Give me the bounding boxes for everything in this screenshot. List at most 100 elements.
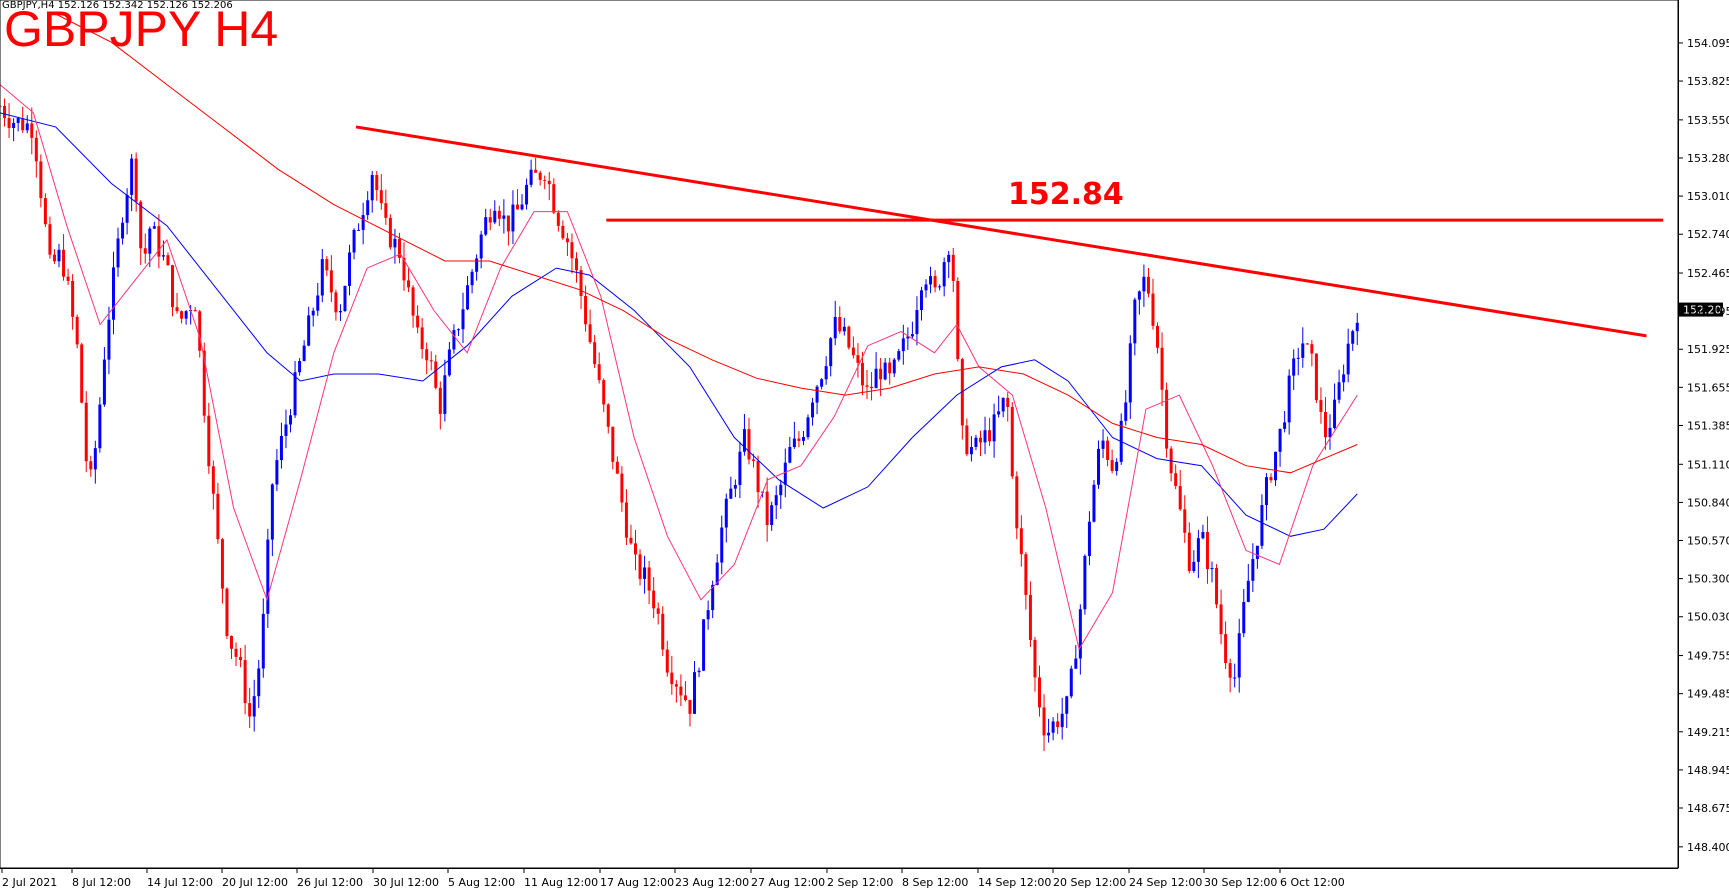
candle-body (402, 257, 406, 281)
candle-body (1319, 400, 1323, 412)
candle-body (1151, 293, 1155, 326)
candle-body (3, 105, 7, 119)
candle-body (1278, 428, 1282, 452)
candle-body (193, 309, 197, 312)
candle-body (420, 327, 424, 350)
candle-body (343, 285, 347, 312)
plot-frame (0, 0, 1679, 869)
candle-body (21, 118, 25, 131)
candle-body (1042, 707, 1046, 736)
candle-body (461, 309, 465, 330)
candle-body (779, 484, 783, 496)
candle-body (688, 700, 692, 714)
y-tick-label: 151.385 (1687, 419, 1729, 432)
candle-body (715, 562, 719, 585)
candle-body (919, 290, 923, 311)
x-tick-label: 11 Aug 12:00 (524, 876, 598, 889)
candle-body (615, 461, 619, 474)
candle-body (134, 158, 138, 202)
candle-body (1242, 601, 1246, 634)
candle-body (161, 255, 165, 257)
candle-body (892, 359, 896, 374)
candle-body (643, 567, 647, 579)
candle-body (1083, 555, 1087, 610)
candle-body (638, 554, 642, 579)
candle-body (992, 414, 996, 442)
candle-body (1219, 604, 1223, 635)
candle-body (838, 316, 842, 332)
candle-body (593, 342, 597, 365)
y-tick-label: 148.945 (1687, 764, 1729, 777)
candle-body (1037, 677, 1041, 708)
candle-body (1069, 668, 1073, 697)
candle-body (801, 437, 805, 441)
candle-body (1010, 406, 1014, 477)
candle-body (143, 248, 147, 254)
y-tick-label: 148.675 (1687, 802, 1729, 815)
candle-body (811, 402, 815, 418)
candle-body (239, 656, 243, 661)
chart-title: GBPJPY H4 (4, 1, 279, 57)
candle-body (579, 270, 583, 296)
x-tick-label: 20 Sep 12:00 (1053, 876, 1126, 889)
candle-body (180, 311, 184, 319)
candle-body (797, 438, 801, 441)
x-tick-label: 14 Jul 12:00 (147, 876, 213, 889)
candle-body (1205, 532, 1209, 570)
candle-body (706, 610, 710, 620)
candle-body (298, 360, 302, 373)
candle-body (75, 316, 79, 345)
candle-body (529, 169, 533, 185)
candle-body (307, 315, 311, 346)
candle-body (1264, 477, 1268, 506)
candle-body (357, 229, 361, 231)
candle-body (933, 276, 937, 288)
candle-body (697, 670, 701, 673)
candle-body (89, 461, 93, 470)
candle-body (1260, 505, 1264, 546)
candle-body (1233, 677, 1237, 679)
candle-body (438, 387, 442, 414)
candle-body (1269, 477, 1273, 481)
candle-body (1201, 532, 1205, 539)
candle-body (1024, 554, 1028, 595)
candle-body (738, 451, 742, 485)
moving-average-pink (0, 84, 1358, 651)
candle-body (80, 344, 84, 403)
descending-trendline[interactable] (355, 125, 1647, 338)
candle-body (225, 588, 229, 636)
candle-body (43, 198, 47, 225)
candle-body (284, 424, 288, 436)
candle-body (752, 459, 756, 461)
candle-body (624, 502, 628, 538)
candle-body (234, 648, 238, 657)
candle-body (742, 429, 746, 452)
candle-body (988, 430, 992, 442)
candle-body (978, 437, 982, 443)
candle-body (683, 695, 687, 701)
candle-body (874, 368, 878, 389)
candle-body (152, 226, 156, 229)
candle-body (561, 225, 565, 239)
candle-body (325, 259, 329, 271)
candle-body (361, 215, 365, 230)
candle-body (661, 613, 665, 650)
candle-body (1346, 343, 1350, 375)
candle-body (1355, 322, 1359, 332)
candle-body (1006, 397, 1010, 407)
candle-body (938, 286, 942, 288)
current-price-tag (1679, 302, 1723, 317)
candle-body (870, 386, 874, 389)
candle-body (770, 505, 774, 526)
candle-body (565, 238, 569, 243)
candle-body (230, 635, 234, 649)
candle-body (1047, 732, 1051, 736)
candle-body (674, 684, 678, 687)
candle-body (116, 238, 120, 268)
candle-body (1183, 509, 1187, 533)
candle-body (311, 310, 315, 316)
candle-body (629, 537, 633, 544)
